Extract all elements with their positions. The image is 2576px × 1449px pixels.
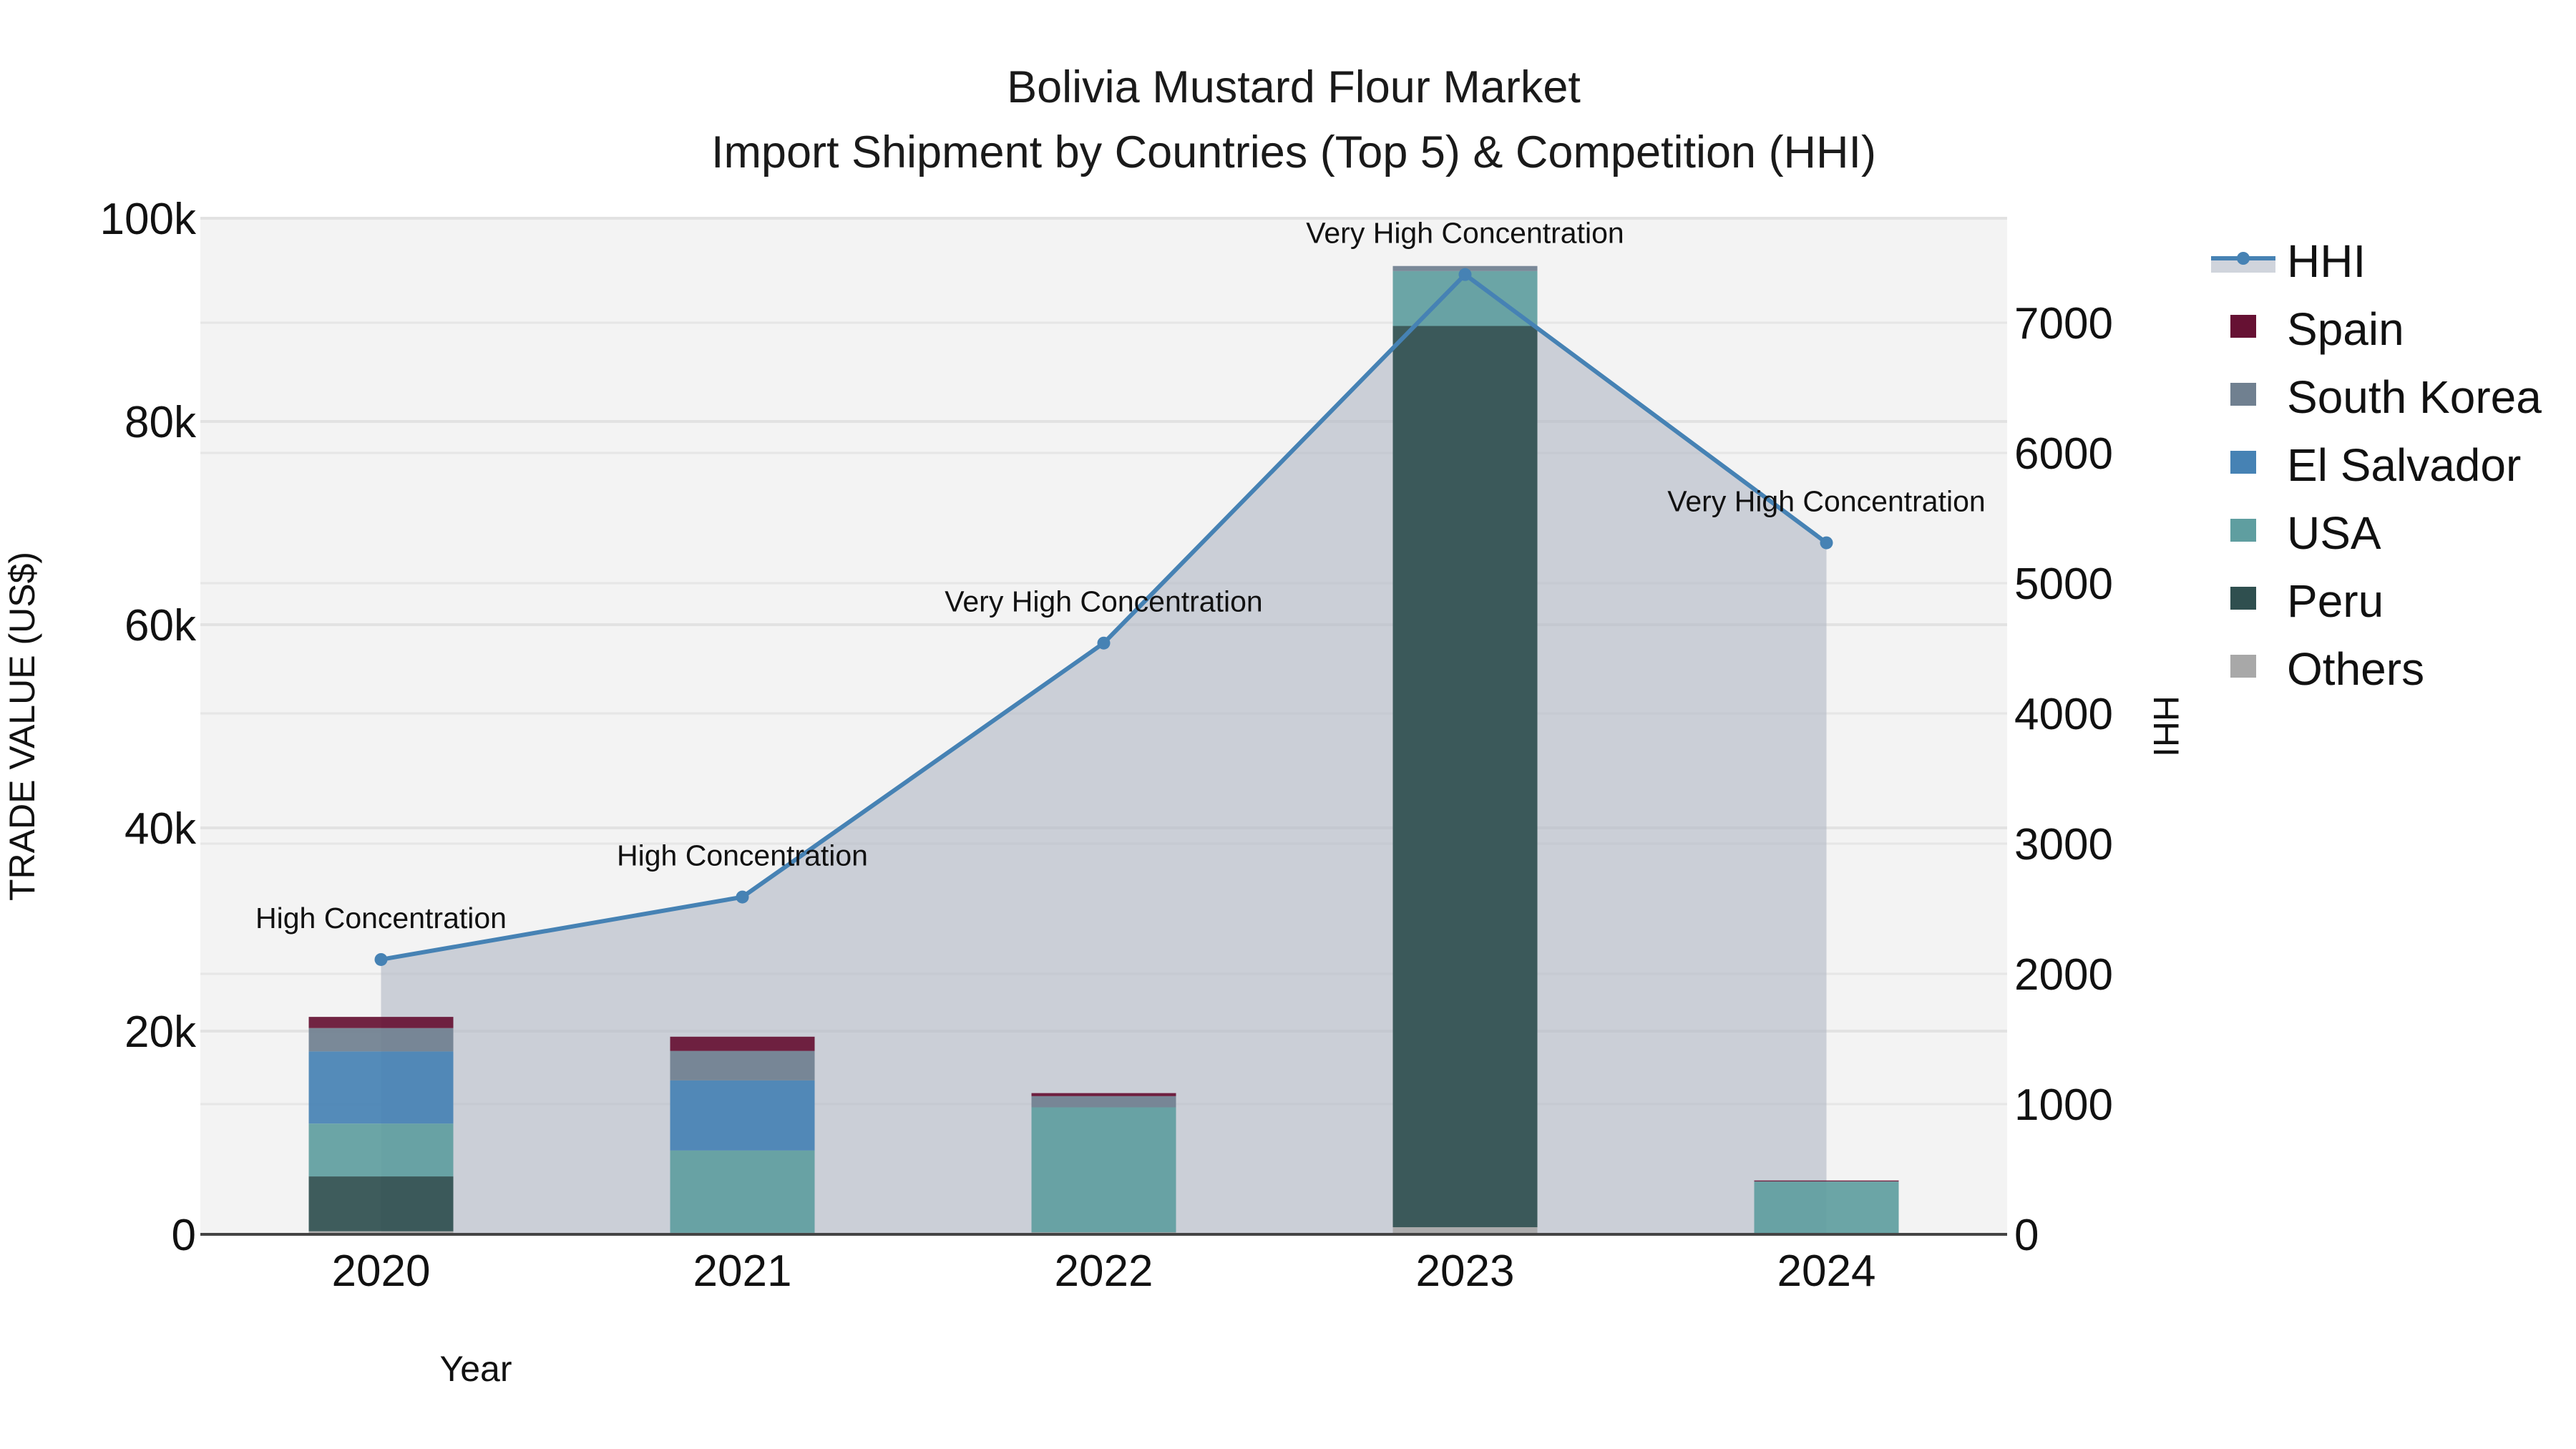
legend-item-hhi: HHI <box>2211 235 2366 287</box>
bar-stack-2020 <box>308 1017 454 1234</box>
x-tick-label: 2021 <box>693 1246 792 1296</box>
y2-tick-label: 6000 <box>2014 429 2113 479</box>
bar-segment-spain <box>308 1017 454 1028</box>
legend-item-peru: Peru <box>2230 575 2384 627</box>
y2-tick-label: 1000 <box>2014 1080 2113 1130</box>
legend-label: Spain <box>2287 303 2404 355</box>
y-tick-label: 40k <box>125 804 197 854</box>
bar-segment-spain <box>1031 1093 1176 1096</box>
bar-segment-usa <box>308 1123 454 1177</box>
bar-stack-2021 <box>670 1036 815 1234</box>
legend-item-usa: USA <box>2230 507 2381 559</box>
hhi-annotation: High Concentration <box>617 839 868 872</box>
bar-segment-usa <box>1754 1181 1899 1234</box>
hhi-annotation: High Concentration <box>255 902 507 935</box>
bar-segment-south-korea <box>670 1050 815 1080</box>
legend-label: HHI <box>2287 235 2366 287</box>
legend-label: South Korea <box>2287 371 2542 423</box>
stacked-bars <box>308 265 1899 1234</box>
bar-segment-usa <box>1031 1107 1176 1233</box>
legend-label: Others <box>2287 643 2424 695</box>
legend-item-south-korea: South Korea <box>2230 371 2542 423</box>
y-tick-label: 0 <box>172 1211 196 1260</box>
bar-segment-south-korea <box>1031 1096 1176 1108</box>
bar-segment-others <box>1392 1227 1538 1234</box>
bar-segment-el-salvador <box>308 1051 454 1124</box>
legend-hhi-fill-swatch <box>2211 258 2275 273</box>
y2-axis-title: HHI <box>2146 696 2186 757</box>
legend-label: Peru <box>2287 575 2384 627</box>
bar-segment-south-korea <box>308 1028 454 1052</box>
x-tick-label: 2022 <box>1055 1246 1153 1296</box>
axes: 2020 2021 2022 2023 2024 0 20k 40k 60k 80k 100k 0 10… <box>100 195 2113 1296</box>
x-tick-label: 2024 <box>1777 1246 1876 1296</box>
bar-segment-el-salvador <box>670 1080 815 1151</box>
legend-label: USA <box>2287 507 2381 559</box>
legend-swatch <box>2230 587 2256 610</box>
x-tick-label: 2023 <box>1416 1246 1515 1296</box>
legend-swatch <box>2230 451 2256 474</box>
x-axis-title: Year <box>439 1349 512 1389</box>
bar-segment-peru <box>308 1176 454 1231</box>
hhi-annotation: Very High Concentration <box>1306 217 1624 250</box>
bar-segment-usa <box>670 1150 815 1233</box>
y-tick-label: 80k <box>125 398 197 447</box>
y-tick-label: 60k <box>125 601 197 650</box>
y2-tick-label: 5000 <box>2014 560 2113 609</box>
y-axis-title: TRADE VALUE (US$) <box>2 552 42 901</box>
y2-tick-label: 4000 <box>2014 690 2113 739</box>
hhi-line <box>374 268 1833 966</box>
legend-item-el-salvador: El Salvador <box>2230 439 2521 491</box>
chart-title-group: Bolivia Mustard Flour Market Import Ship… <box>711 62 1876 177</box>
legend-swatch <box>2230 655 2256 678</box>
bar-segment-spain <box>670 1036 815 1051</box>
y-tick-label: 20k <box>125 1008 197 1057</box>
bar-segment-peru <box>1392 326 1538 1228</box>
legend-item-others: Others <box>2230 643 2424 695</box>
legend-swatch <box>2230 383 2256 406</box>
y-tick-label: 100k <box>100 195 197 244</box>
hhi-annotations: High Concentration High Concentration Very… <box>255 217 1986 935</box>
y2-tick-label: 0 <box>2014 1211 2039 1260</box>
y2-tick-label: 7000 <box>2014 299 2113 348</box>
chart-subtitle: Import Shipment by Countries (Top 5) & C… <box>711 127 1876 177</box>
chart-title: Bolivia Mustard Flour Market <box>1007 62 1581 112</box>
bar-stack-2024 <box>1754 1180 1899 1234</box>
legend-swatch <box>2230 315 2256 338</box>
hhi-marker <box>1097 636 1111 650</box>
x-tick-label: 2020 <box>332 1246 431 1296</box>
hhi-annotation: Very High Concentration <box>1667 485 1985 518</box>
legend-item-spain: Spain <box>2230 303 2404 355</box>
hhi-marker <box>1820 536 1833 550</box>
bar-stack-2023 <box>1392 265 1538 1234</box>
bar-stack-2022 <box>1031 1093 1176 1234</box>
legend: HHI Spain South Korea El Salvador USA Peru Oth… <box>2211 235 2542 695</box>
hhi-marker <box>374 952 388 966</box>
legend-label: El Salvador <box>2287 439 2521 491</box>
y2-tick-label: 2000 <box>2014 950 2113 1000</box>
y2-tick-label: 3000 <box>2014 820 2113 869</box>
hhi-marker <box>1458 268 1472 281</box>
bar-segment-others <box>308 1231 454 1234</box>
legend-hhi-marker <box>2237 252 2250 265</box>
hhi-annotation: Very High Concentration <box>945 585 1262 618</box>
legend-swatch <box>2230 519 2256 542</box>
hhi-marker <box>736 890 749 904</box>
